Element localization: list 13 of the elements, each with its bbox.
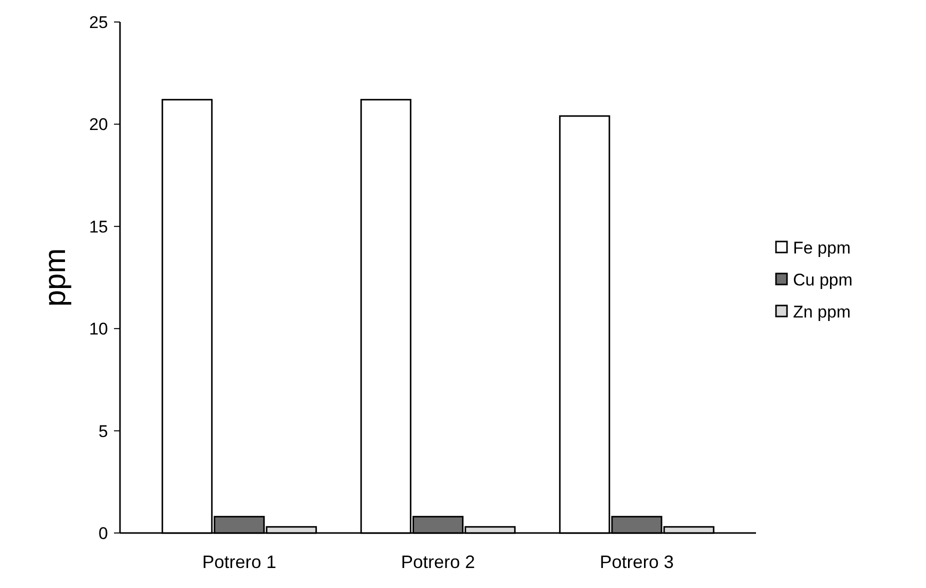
y-tick-label: 25 [89,12,108,32]
y-axis-title: ppm [39,248,72,307]
y-tick-label: 20 [89,115,108,134]
y-tick-label: 10 [89,320,108,339]
x-tick-label: Potrero 1 [202,552,276,572]
legend-label: Zn ppm [793,302,851,322]
x-tick-label: Potrero 3 [600,552,674,572]
y-tick-label: 5 [98,422,108,441]
legend-label: Cu ppm [793,270,853,290]
y-tick-label: 15 [89,217,108,236]
legend-label: Fe ppm [793,238,851,258]
y-tick-label: 0 [98,524,108,543]
x-tick-label: Potrero 2 [400,552,476,572]
